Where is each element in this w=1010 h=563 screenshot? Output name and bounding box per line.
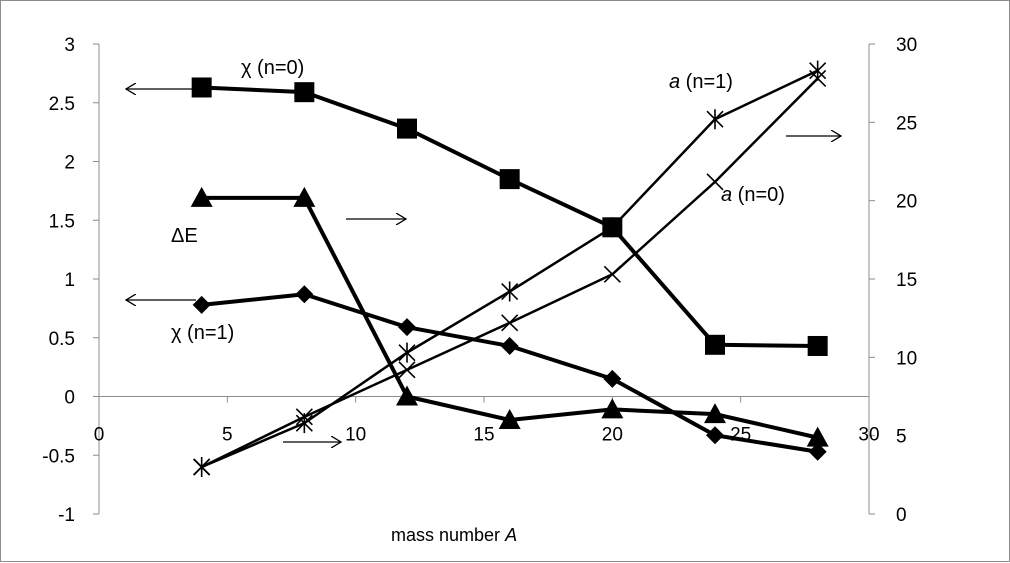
left-y-tick-label: -1	[58, 505, 75, 526]
left-y-tick-label: 0	[64, 388, 75, 409]
right-y-tick-label: 0	[896, 505, 907, 526]
annotation-label: a (n=0)	[721, 184, 785, 206]
square-marker	[397, 118, 417, 139]
star-marker	[809, 60, 827, 81]
series-line-x	[201, 77, 819, 469]
right-y-tick-label: 5	[896, 427, 907, 448]
right-y-tick-label: 25	[896, 113, 917, 134]
square-marker	[499, 169, 520, 190]
right-y-tick-label: 10	[896, 348, 917, 369]
annotations: χ (n=0) ΔE χ (n=1) a (n=0) a (n=1)	[126, 57, 841, 442]
diamond-marker	[500, 336, 519, 355]
star-marker	[706, 109, 724, 130]
x-marker	[501, 314, 519, 332]
left-y-tick-label: 2	[64, 153, 75, 174]
series-lines	[201, 69, 819, 469]
series-line-triangle	[201, 195, 819, 440]
annotation-label: ΔE	[171, 225, 198, 247]
annotation-label: χ (n=1)	[171, 322, 234, 344]
left-y-tick-label: 3	[64, 35, 75, 56]
axes	[93, 43, 875, 515]
star-marker	[193, 457, 211, 477]
x-tick-label: 20	[602, 425, 623, 446]
diamond-marker	[808, 442, 827, 461]
diamond-marker	[603, 369, 622, 388]
x-marker	[603, 265, 621, 283]
triangle-marker	[806, 426, 829, 447]
annotation-label: χ (n=0)	[241, 57, 304, 79]
diamond-marker	[398, 318, 416, 337]
triangle-marker	[293, 186, 316, 207]
square-marker	[294, 82, 315, 103]
left-y-tick-label: 0.5	[49, 329, 75, 350]
x-axis-label: mass number A	[391, 525, 517, 545]
x-tick-label: 10	[345, 425, 366, 446]
right-y-tick-label: 30	[896, 35, 917, 56]
series-line-star	[201, 69, 819, 469]
annotation-label: a (n=1)	[669, 71, 733, 93]
square-marker	[705, 334, 725, 355]
triangle-marker	[190, 186, 213, 207]
triangle-marker	[498, 409, 521, 429]
square-marker	[191, 77, 212, 98]
x-marker	[706, 173, 724, 191]
left-y-tick-label: 1	[64, 270, 75, 291]
triangle-marker	[396, 385, 418, 406]
star-marker	[603, 217, 621, 238]
right-y-tick-label: 20	[896, 192, 917, 213]
x-tick-label: 0	[94, 425, 105, 446]
diamond-marker	[192, 295, 211, 314]
triangle-marker	[704, 403, 726, 424]
diamond-marker	[295, 285, 314, 304]
triangle-marker	[601, 398, 624, 419]
series-markers	[190, 60, 829, 477]
left-y-tick-label: 2.5	[49, 94, 75, 115]
left-y-tick-label: -0.5	[42, 446, 75, 467]
square-marker	[807, 335, 828, 356]
right-y-tick-label: 15	[896, 270, 917, 291]
star-marker	[295, 413, 313, 434]
x-marker	[398, 361, 416, 379]
x-tick-label: 15	[473, 425, 494, 446]
x-tick-label: 30	[858, 425, 879, 446]
left-y-tick-label: 1.5	[49, 211, 75, 232]
star-marker	[501, 281, 519, 302]
diamond-marker	[706, 426, 724, 445]
series-line-square	[201, 85, 818, 348]
x-tick-label: 5	[222, 425, 233, 446]
star-marker	[398, 342, 416, 363]
